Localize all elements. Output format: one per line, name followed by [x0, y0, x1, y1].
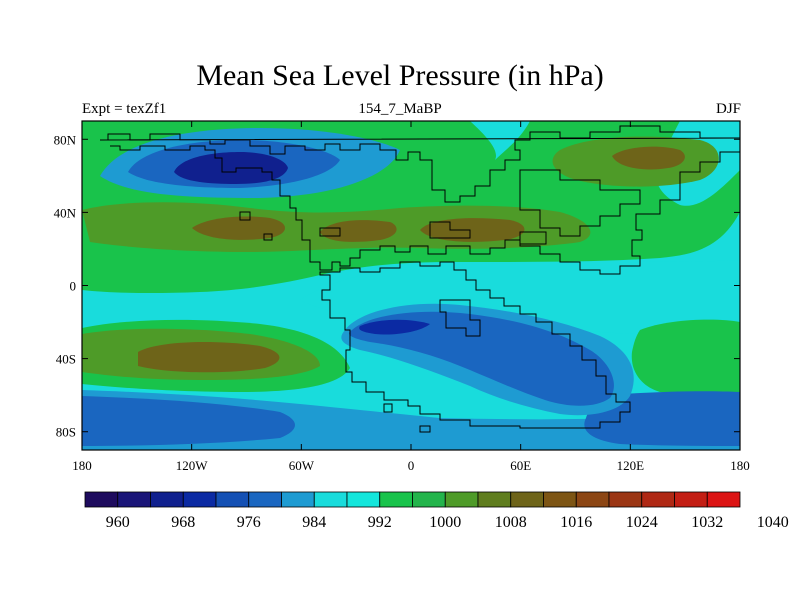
lon-tick-label: 0 — [408, 458, 415, 473]
season-label: DJF — [715, 101, 741, 117]
colorbar-label: 1000 — [429, 514, 461, 531]
south-pacific-high-core — [138, 342, 280, 373]
southern-ocean-low — [82, 396, 295, 446]
colorbar-label: 968 — [171, 514, 195, 531]
colorbar-label: 960 — [106, 514, 130, 531]
lon-tick-label: 60E — [510, 458, 531, 473]
colorbar-label: 984 — [302, 514, 326, 531]
india-madagascar-fragment — [439, 299, 481, 337]
north-subtropical-high-core-1 — [192, 216, 285, 240]
run-label: 154_7_MaBP — [358, 101, 442, 117]
south-indian-high — [631, 319, 740, 395]
southern-ocean-low-east — [584, 391, 740, 446]
colorbar-label: 1040 — [757, 514, 789, 531]
colorbar-swatch — [117, 491, 151, 508]
colorbar-swatch — [150, 491, 184, 508]
colorbar-swatch — [510, 491, 544, 508]
lat-tick-label: 40S — [56, 352, 76, 367]
colorbar-label: 992 — [368, 514, 392, 531]
colorbar-swatch — [674, 491, 708, 508]
gondwana-coastline — [319, 261, 631, 429]
antarctica-fragments — [383, 403, 431, 433]
colorbar-swatch — [608, 491, 643, 508]
lat-tick-label: 0 — [70, 279, 77, 294]
colorbar-swatch — [379, 491, 413, 508]
lon-tick-label: 180 — [72, 458, 92, 473]
colorbar-swatch — [706, 491, 741, 508]
colorbar-swatch — [641, 491, 675, 508]
lon-tick-label: 120E — [617, 458, 645, 473]
lat-tick-label: 80S — [56, 425, 76, 440]
asia-coast — [519, 169, 641, 237]
colorbar-swatch — [182, 491, 217, 508]
longitude-axis: 180 120W 60W 0 60E 120E 180 — [72, 121, 750, 473]
colorbar-swatch — [84, 491, 119, 508]
colorbar-swatch — [346, 491, 381, 508]
colorbar-swatch — [313, 491, 348, 508]
gondwana-low-core — [349, 311, 614, 406]
tethys-islands — [239, 211, 547, 245]
colorbar-label: 1016 — [560, 514, 592, 531]
north-subtropical-high-core-3 — [420, 218, 525, 242]
latitude-axis: 80N 40N 0 40S 80S — [54, 132, 740, 440]
colorbar-swatch — [575, 491, 610, 508]
colorbar-swatch — [477, 491, 512, 508]
experiment-label: Expt = texZf1 — [82, 101, 167, 117]
colorbar-label: 976 — [237, 514, 261, 531]
lat-tick-label: 40N — [54, 205, 77, 220]
lon-tick-label: 60W — [289, 458, 315, 473]
colorbar-label: 1024 — [626, 514, 658, 531]
colorbar-swatch — [412, 491, 446, 508]
east-arctic-low — [470, 121, 530, 160]
colorbar-swatch — [444, 491, 479, 508]
siberian-high-core — [612, 146, 685, 170]
arctic-low-core — [174, 152, 288, 184]
coastlines — [99, 125, 740, 433]
colorbar-swatch — [248, 491, 282, 508]
lon-tick-label: 180 — [730, 458, 750, 473]
colorbar: 960 968 976 984 992 1000 1008 1016 1024 1032 1040 — [84, 491, 789, 531]
colorbar-swatch — [215, 491, 250, 508]
colorbar-label: 1008 — [495, 514, 527, 531]
gondwana-low-inner — [359, 319, 430, 335]
lat-tick-label: 80N — [54, 132, 77, 147]
colorbar-swatch — [543, 491, 577, 508]
map-title: Mean Sea Level Pressure (in hPa) — [196, 59, 604, 92]
laurasia-coastline — [99, 125, 740, 275]
lon-tick-label: 120W — [176, 458, 209, 473]
colorbar-swatch — [281, 491, 315, 508]
colorbar-label: 1032 — [691, 514, 723, 531]
pressure-field — [82, 121, 740, 450]
